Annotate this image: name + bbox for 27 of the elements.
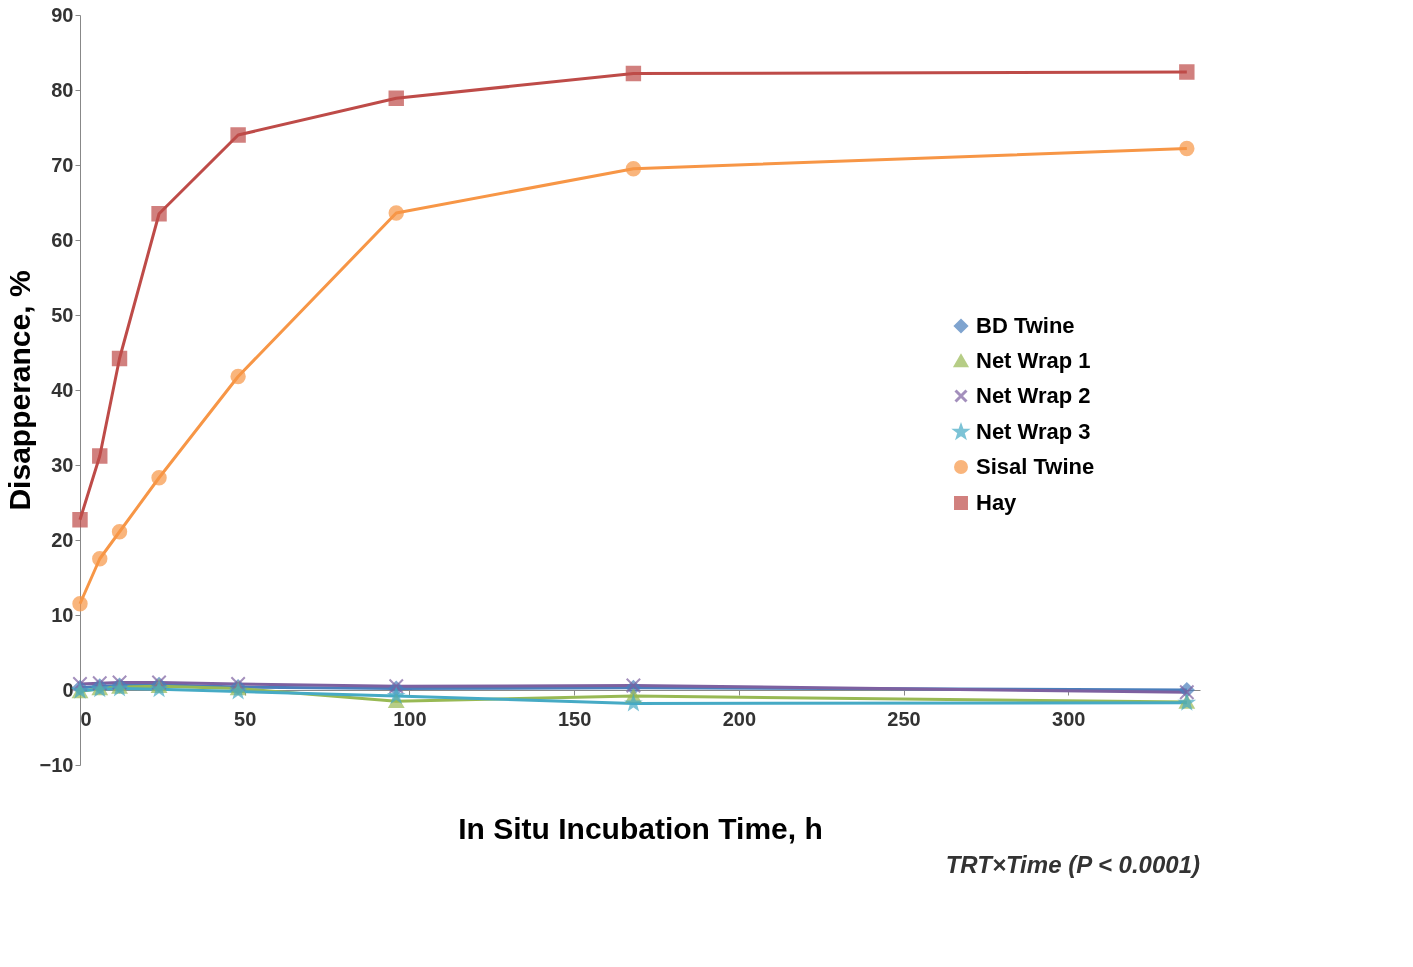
y-tick-label: 80 xyxy=(51,78,74,101)
legend-label: Net Wrap 1 xyxy=(976,348,1091,373)
x-tick-label: 100 xyxy=(393,707,427,730)
y-tick-label: −10 xyxy=(39,753,74,776)
y-tick-label: 20 xyxy=(51,528,74,551)
legend-label: Net Wrap 2 xyxy=(976,383,1091,408)
legend-label: Net Wrap 3 xyxy=(976,419,1091,444)
y-tick-label: 0 xyxy=(62,678,74,701)
x-tick-label: 150 xyxy=(557,707,592,730)
y-tick-label: 60 xyxy=(51,228,74,251)
y-axis-title: Disapperance, % xyxy=(2,270,36,511)
text: TRT×Time (P < 0.0001) xyxy=(945,851,1201,878)
y-tick-label: 90 xyxy=(51,3,74,26)
y-tick-label: 30 xyxy=(51,453,74,476)
legend-label: BD Twine xyxy=(976,313,1075,338)
x-tick-label: 250 xyxy=(887,707,921,730)
x-tick-label: 0 xyxy=(80,707,92,730)
y-tick-label: 40 xyxy=(51,378,74,401)
x-tick-label: 50 xyxy=(234,707,257,730)
x-tick-label: 200 xyxy=(722,707,757,730)
x-axis-title: In Situ Incubation Time, h xyxy=(458,811,823,845)
legend-label: Hay xyxy=(976,490,1018,515)
y-tick-label: 50 xyxy=(51,303,74,326)
legend-label: Sisal Twine xyxy=(976,454,1095,479)
y-tick-label: 10 xyxy=(51,603,74,626)
y-tick-label: 70 xyxy=(51,153,74,176)
x-tick-label: 300 xyxy=(1052,707,1086,730)
